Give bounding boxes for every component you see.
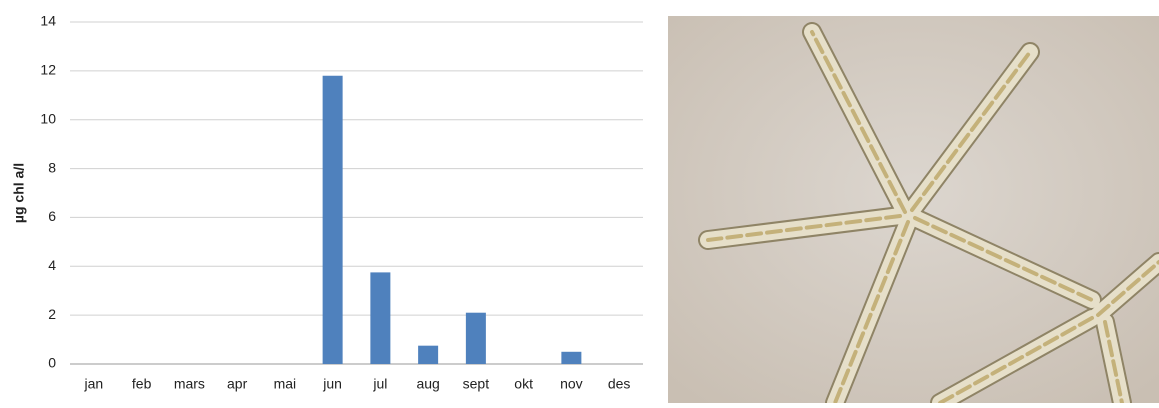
y-axis-label: µg chl a/l [11, 163, 27, 223]
x-tick-label: jun [322, 376, 342, 392]
photo [668, 16, 1159, 408]
y-tick-label: 14 [40, 13, 56, 29]
bar [322, 75, 343, 364]
x-tick-label: apr [227, 376, 248, 392]
y-tick-label: 12 [40, 62, 56, 78]
x-tick-label: des [608, 376, 631, 392]
y-tick-label: 4 [48, 257, 56, 273]
y-tick-label: 6 [48, 208, 56, 224]
y-tick-label: 10 [40, 110, 56, 126]
x-tick-label: feb [132, 376, 152, 392]
x-tick-label: sept [463, 376, 490, 392]
bar [418, 345, 439, 364]
y-tick-label: 0 [48, 355, 56, 371]
x-tick-label: aug [416, 376, 439, 392]
x-tick-label: jul [372, 376, 387, 392]
bar [561, 351, 582, 364]
x-tick-label: okt [514, 376, 533, 392]
x-tick-label: mars [174, 376, 205, 392]
y-tick-label: 8 [48, 159, 56, 175]
bar [465, 312, 486, 364]
x-tick-label: jan [84, 376, 104, 392]
x-tick-label: nov [560, 376, 583, 392]
bar [370, 272, 391, 364]
y-tick-label: 2 [48, 306, 56, 322]
x-tick-label: mai [274, 376, 297, 392]
